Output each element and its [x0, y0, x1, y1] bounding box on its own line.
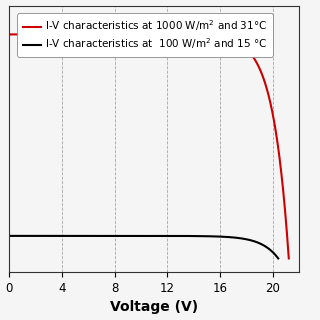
- X-axis label: Voltage (V): Voltage (V): [110, 300, 198, 315]
- Line: I-V characteristics at  100 W/m$^2$ and 15 °C: I-V characteristics at 100 W/m$^2$ and 1…: [9, 236, 278, 259]
- Line: I-V characteristics at 1000 W/m$^2$ and 31°C: I-V characteristics at 1000 W/m$^2$ and …: [9, 35, 289, 259]
- I-V characteristics at  100 W/m$^2$ and 15 °C: [271, 251, 275, 254]
- I-V characteristics at 1000 W/m$^2$ and 31°C: [7, 33, 11, 36]
- I-V characteristics at 1000 W/m$^2$ and 31°C: [287, 257, 291, 260]
- I-V characteristics at 1000 W/m$^2$ and 31°C: [281, 190, 285, 194]
- I-V characteristics at  100 W/m$^2$ and 15 °C: [110, 234, 114, 238]
- I-V characteristics at  100 W/m$^2$ and 15 °C: [54, 234, 58, 238]
- I-V characteristics at  100 W/m$^2$ and 15 °C: [7, 234, 11, 238]
- Legend: I-V characteristics at 1000 W/m$^2$ and 31°C, I-V characteristics at  100 W/m$^2: I-V characteristics at 1000 W/m$^2$ and …: [17, 13, 273, 57]
- I-V characteristics at 1000 W/m$^2$ and 31°C: [115, 33, 118, 36]
- I-V characteristics at  100 W/m$^2$ and 15 °C: [122, 234, 126, 238]
- I-V characteristics at  100 W/m$^2$ and 15 °C: [276, 257, 280, 260]
- I-V characteristics at 1000 W/m$^2$ and 31°C: [251, 55, 255, 59]
- I-V characteristics at  100 W/m$^2$ and 15 °C: [242, 237, 246, 241]
- I-V characteristics at 1000 W/m$^2$ and 31°C: [127, 33, 131, 36]
- I-V characteristics at 1000 W/m$^2$ and 31°C: [39, 33, 43, 36]
- I-V characteristics at  100 W/m$^2$ and 15 °C: [38, 234, 42, 238]
- I-V characteristics at 1000 W/m$^2$ and 31°C: [56, 33, 60, 36]
